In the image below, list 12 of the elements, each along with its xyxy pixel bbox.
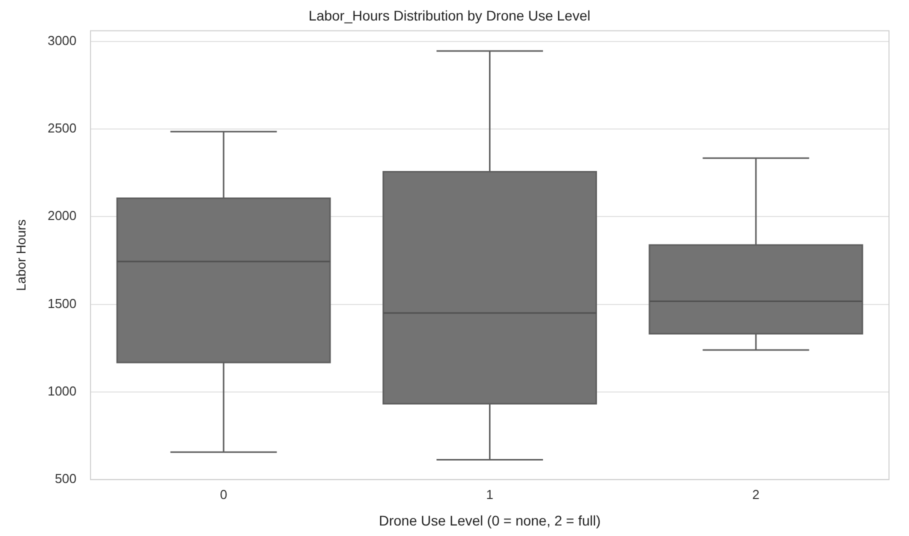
y-tick-label: 500 [54, 471, 77, 486]
x-tick-label: 2 [752, 486, 760, 502]
chart-title: Labor_Hours Distribution by Drone Use Level [308, 7, 590, 24]
y-tick-label: 3000 [48, 32, 77, 48]
y-axis-title: Labor Hours [13, 218, 28, 291]
x-tick-label: 0 [220, 486, 228, 502]
y-tick-label: 2000 [48, 208, 77, 224]
x-tick-label: 1 [486, 486, 494, 502]
y-tick-label: 2500 [48, 120, 77, 136]
y-tick-label: 1500 [48, 296, 77, 311]
x-axis-title: Drone Use Level (0 = none, 2 = full) [378, 512, 601, 528]
y-tick-label: 1000 [48, 384, 77, 399]
